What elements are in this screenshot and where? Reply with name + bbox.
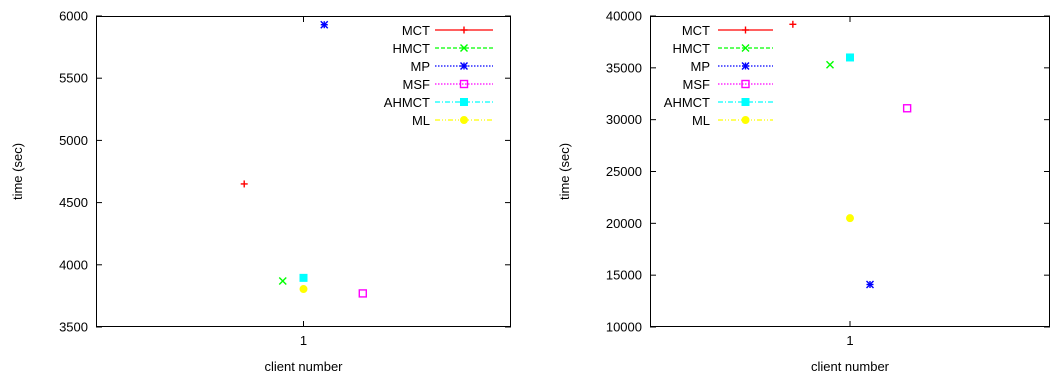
legend-marker [460, 26, 468, 34]
x-axis-label: client number [264, 359, 343, 374]
legend-marker [742, 26, 749, 34]
data-point-ahmct [846, 53, 854, 62]
data-point-mct [240, 180, 248, 188]
data-point-ahmct [299, 273, 308, 282]
y-tick-label: 30000 [606, 112, 642, 127]
y-tick-label: 5000 [59, 133, 88, 148]
data-point-hmct [278, 276, 287, 285]
y-tick-label: 3500 [59, 320, 88, 335]
legend-label: HMCT [392, 41, 430, 56]
legend-label: HMCT [672, 41, 710, 56]
data-point-msf [902, 104, 912, 113]
legend-label: MCT [682, 23, 710, 38]
legend-label: ML [692, 113, 710, 128]
y-tick-label: 40000 [606, 9, 642, 24]
legend-marker [741, 98, 750, 106]
legend-label: ML [412, 113, 430, 128]
legend-label: AHMCT [664, 95, 710, 110]
legend: MCT HMCT MP MSF AHMCT ML [384, 23, 493, 128]
legend-marker [460, 62, 468, 70]
legend-marker [460, 44, 468, 52]
y-tick-label: 35000 [606, 60, 642, 75]
data-point-ml [846, 214, 854, 223]
data-point-hmct [826, 60, 834, 69]
y-tick-label: 10000 [606, 320, 642, 335]
chart-panel-2: 10000 15000 20000 25000 30000 35000 40000 1 clie… [557, 9, 1050, 374]
y-tick-label: 6000 [59, 9, 88, 24]
x-tick-label: 1 [300, 333, 307, 348]
y-tick-label: 4000 [59, 257, 88, 272]
x-axis-label: client number [811, 359, 890, 374]
legend-label: MCT [402, 23, 430, 38]
y-axis-label: time (sec) [557, 143, 572, 200]
legend-label: MP [691, 59, 711, 74]
chart-panel-1: 3500 4000 4500 5000 5500 6000 1 client number ti… [10, 9, 511, 374]
legend-marker [460, 98, 468, 106]
data-point-mp [320, 20, 329, 29]
y-axis-label: time (sec) [10, 143, 25, 200]
legend-label: AHMCT [384, 95, 430, 110]
legend-label: MSF [403, 77, 431, 92]
plot-frame [650, 16, 1050, 327]
y-tick-label: 25000 [606, 164, 642, 179]
legend-marker [459, 79, 469, 89]
y-tick-label: 4500 [59, 195, 88, 210]
legend-label: MSF [683, 77, 711, 92]
legend-label: MP [411, 59, 431, 74]
legend-marker [460, 116, 468, 124]
x-tick-label: 1 [846, 333, 853, 348]
legend-marker [741, 116, 750, 124]
legend-marker [741, 62, 750, 70]
data-point-ml [299, 285, 308, 294]
data-point-msf [358, 289, 367, 298]
y-tick-label: 20000 [606, 216, 642, 231]
legend: MCT HMCT MP MSF AHMCT ML [664, 23, 773, 128]
data-point-mp [866, 280, 874, 289]
y-tick-label: 15000 [606, 268, 642, 283]
legend-marker [741, 44, 750, 52]
y-tick-label: 5500 [59, 71, 88, 86]
legend-marker [741, 79, 750, 89]
data-point-mct [789, 20, 797, 28]
